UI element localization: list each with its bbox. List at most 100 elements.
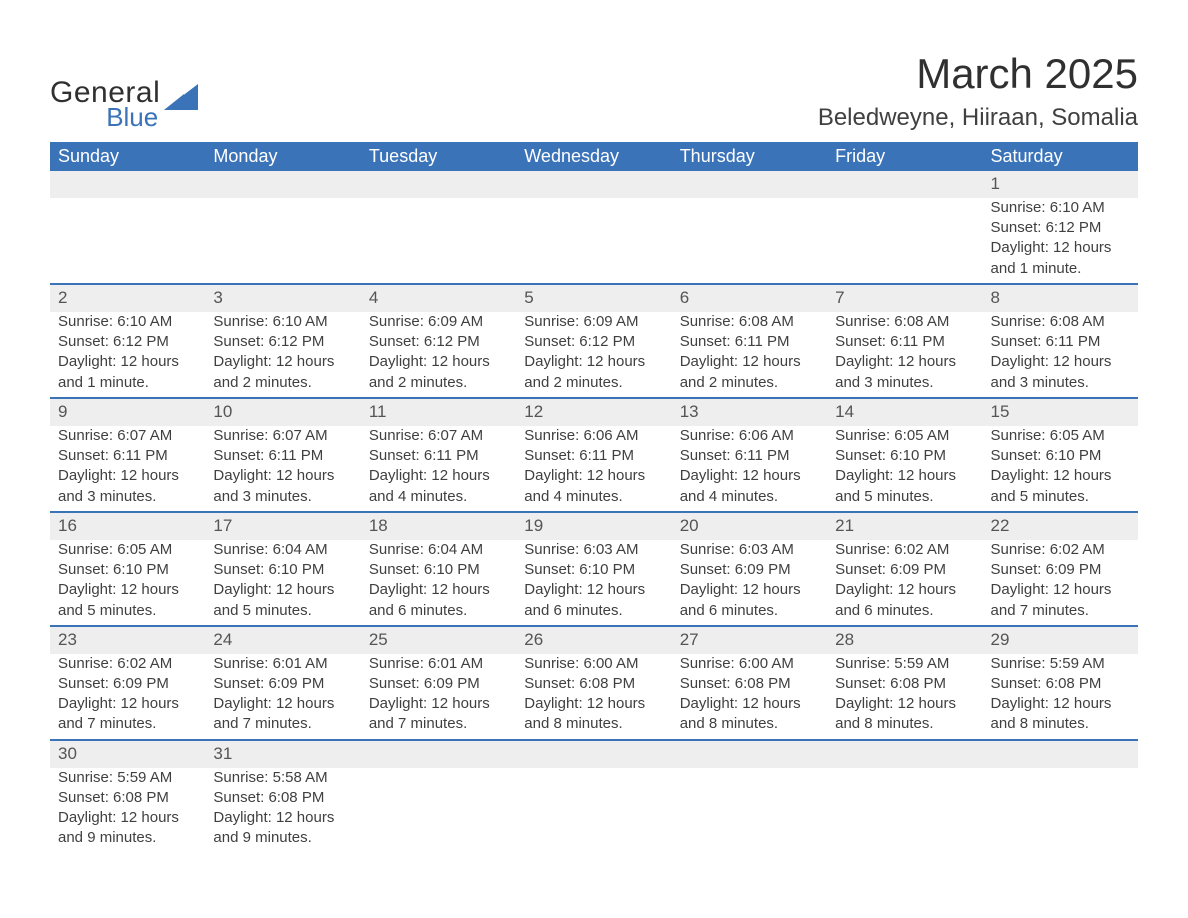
day-info-cell: Sunrise: 6:07 AMSunset: 6:11 PMDaylight:… [361, 426, 516, 512]
day-info-cell [361, 768, 516, 853]
day-number-cell: 13 [672, 398, 827, 426]
sunrise-text: Sunrise: 6:08 AM [835, 312, 974, 332]
day-info-cell [827, 768, 982, 853]
sunrise-text: Sunrise: 6:03 AM [524, 540, 663, 560]
sunrise-text: Sunrise: 6:00 AM [680, 654, 819, 674]
day-info-cell: Sunrise: 6:07 AMSunset: 6:11 PMDaylight:… [205, 426, 360, 512]
day-header: Thursday [672, 142, 827, 171]
sunrise-text: Sunrise: 6:02 AM [58, 654, 197, 674]
sunrise-text: Sunrise: 6:07 AM [369, 426, 508, 446]
daylight-text: Daylight: 12 hours and 2 minutes. [369, 352, 508, 393]
day-info-cell: Sunrise: 6:08 AMSunset: 6:11 PMDaylight:… [827, 312, 982, 398]
sunset-text: Sunset: 6:09 PM [58, 674, 197, 694]
day-info-cell [516, 768, 671, 853]
sunset-text: Sunset: 6:11 PM [680, 332, 819, 352]
day-info-cell: Sunrise: 6:08 AMSunset: 6:11 PMDaylight:… [983, 312, 1138, 398]
day-number-cell: 3 [205, 284, 360, 312]
day-info-cell [205, 198, 360, 284]
sunset-text: Sunset: 6:11 PM [524, 446, 663, 466]
sunset-text: Sunset: 6:08 PM [991, 674, 1130, 694]
sunrise-text: Sunrise: 6:03 AM [680, 540, 819, 560]
day-number-cell: 21 [827, 512, 982, 540]
sunset-text: Sunset: 6:10 PM [369, 560, 508, 580]
daylight-text: Daylight: 12 hours and 1 minute. [58, 352, 197, 393]
sunset-text: Sunset: 6:12 PM [524, 332, 663, 352]
day-info-cell: Sunrise: 6:01 AMSunset: 6:09 PMDaylight:… [205, 654, 360, 740]
day-number-cell: 20 [672, 512, 827, 540]
sunset-text: Sunset: 6:10 PM [835, 446, 974, 466]
daylight-text: Daylight: 12 hours and 6 minutes. [680, 580, 819, 621]
daylight-text: Daylight: 12 hours and 9 minutes. [213, 808, 352, 849]
day-number-cell: 9 [50, 398, 205, 426]
day-info-cell: Sunrise: 6:05 AMSunset: 6:10 PMDaylight:… [983, 426, 1138, 512]
day-number-cell: 18 [361, 512, 516, 540]
sunset-text: Sunset: 6:09 PM [369, 674, 508, 694]
day-header: Monday [205, 142, 360, 171]
sunrise-text: Sunrise: 6:10 AM [213, 312, 352, 332]
calendar-table: Sunday Monday Tuesday Wednesday Thursday… [50, 142, 1138, 853]
sunset-text: Sunset: 6:09 PM [991, 560, 1130, 580]
day-number-cell: 4 [361, 284, 516, 312]
day-number-cell [672, 740, 827, 768]
sunrise-text: Sunrise: 6:01 AM [369, 654, 508, 674]
calendar-body: 1 Sunrise: 6:10 AMSunset: 6:12 PMDayligh… [50, 171, 1138, 853]
day-number-cell: 2 [50, 284, 205, 312]
daylight-text: Daylight: 12 hours and 5 minutes. [213, 580, 352, 621]
sunrise-text: Sunrise: 6:06 AM [680, 426, 819, 446]
sunrise-text: Sunrise: 6:10 AM [991, 198, 1130, 218]
day-number-cell: 6 [672, 284, 827, 312]
sunset-text: Sunset: 6:12 PM [991, 218, 1130, 238]
day-number-cell: 1 [983, 171, 1138, 198]
day-number-cell [361, 740, 516, 768]
day-info-cell: Sunrise: 6:09 AMSunset: 6:12 PMDaylight:… [516, 312, 671, 398]
day-info-cell [672, 198, 827, 284]
daylight-text: Daylight: 12 hours and 4 minutes. [524, 466, 663, 507]
day-info-cell: Sunrise: 6:10 AMSunset: 6:12 PMDaylight:… [50, 312, 205, 398]
sunrise-text: Sunrise: 6:07 AM [58, 426, 197, 446]
sunrise-text: Sunrise: 6:02 AM [835, 540, 974, 560]
logo-triangle-icon [164, 84, 198, 110]
sunrise-text: Sunrise: 6:04 AM [369, 540, 508, 560]
sunrise-text: Sunrise: 6:10 AM [58, 312, 197, 332]
day-number-cell: 25 [361, 626, 516, 654]
day-number-cell: 29 [983, 626, 1138, 654]
day-number-cell: 28 [827, 626, 982, 654]
sunset-text: Sunset: 6:12 PM [213, 332, 352, 352]
day-info-cell: Sunrise: 6:06 AMSunset: 6:11 PMDaylight:… [516, 426, 671, 512]
logo-text: General Blue [50, 78, 160, 130]
day-number-cell [205, 171, 360, 198]
daylight-text: Daylight: 12 hours and 7 minutes. [369, 694, 508, 735]
day-header: Sunday [50, 142, 205, 171]
day-number-cell: 26 [516, 626, 671, 654]
day-info-cell: Sunrise: 6:08 AMSunset: 6:11 PMDaylight:… [672, 312, 827, 398]
day-number-cell: 19 [516, 512, 671, 540]
title-block: March 2025 Beledweyne, Hiiraan, Somalia [818, 50, 1138, 132]
sunrise-text: Sunrise: 6:08 AM [991, 312, 1130, 332]
day-number-cell: 8 [983, 284, 1138, 312]
day-number-cell: 17 [205, 512, 360, 540]
day-number-cell [983, 740, 1138, 768]
logo: General Blue [50, 50, 198, 130]
sunrise-text: Sunrise: 5:58 AM [213, 768, 352, 788]
day-info-cell: Sunrise: 6:00 AMSunset: 6:08 PMDaylight:… [516, 654, 671, 740]
daylight-text: Daylight: 12 hours and 1 minute. [991, 238, 1130, 279]
sunset-text: Sunset: 6:08 PM [58, 788, 197, 808]
month-title: March 2025 [818, 50, 1138, 98]
sunset-text: Sunset: 6:11 PM [213, 446, 352, 466]
sunrise-text: Sunrise: 6:05 AM [991, 426, 1130, 446]
sunset-text: Sunset: 6:08 PM [680, 674, 819, 694]
daylight-text: Daylight: 12 hours and 8 minutes. [991, 694, 1130, 735]
day-number-cell: 27 [672, 626, 827, 654]
daylight-text: Daylight: 12 hours and 3 minutes. [991, 352, 1130, 393]
day-info-cell: Sunrise: 6:02 AMSunset: 6:09 PMDaylight:… [983, 540, 1138, 626]
day-info-cell [361, 198, 516, 284]
sunrise-text: Sunrise: 6:07 AM [213, 426, 352, 446]
day-number-cell: 22 [983, 512, 1138, 540]
day-info-cell: Sunrise: 5:58 AMSunset: 6:08 PMDaylight:… [205, 768, 360, 853]
day-info-cell: Sunrise: 6:06 AMSunset: 6:11 PMDaylight:… [672, 426, 827, 512]
daylight-text: Daylight: 12 hours and 2 minutes. [524, 352, 663, 393]
day-number-cell [516, 171, 671, 198]
day-info-cell: Sunrise: 5:59 AMSunset: 6:08 PMDaylight:… [983, 654, 1138, 740]
day-info-cell: Sunrise: 6:02 AMSunset: 6:09 PMDaylight:… [50, 654, 205, 740]
sunset-text: Sunset: 6:12 PM [369, 332, 508, 352]
